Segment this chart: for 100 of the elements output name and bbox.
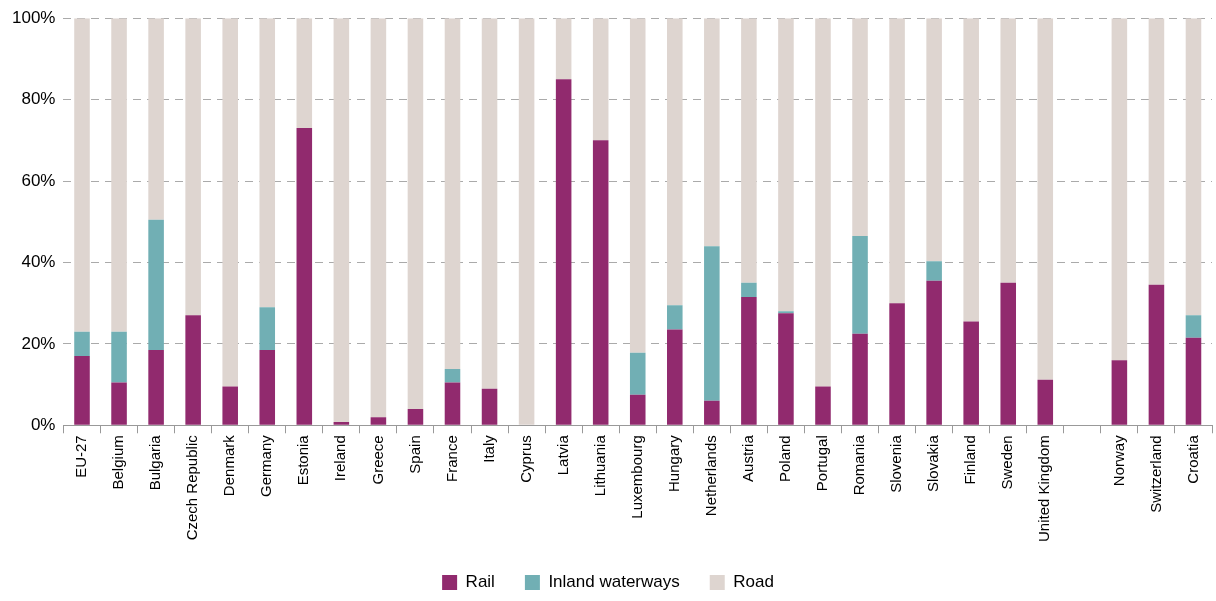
bar <box>592 18 609 141</box>
bar <box>1111 360 1128 425</box>
bar <box>852 333 868 425</box>
x-tick-label: Finland <box>961 435 979 485</box>
bar <box>1000 282 1017 425</box>
y-tick-label: 80% <box>21 89 56 109</box>
x-tick-label: United Kingdom <box>1035 435 1053 543</box>
bar <box>778 313 794 425</box>
bar <box>444 18 461 370</box>
x-tick-label: Greece <box>368 435 386 485</box>
bar <box>889 18 905 304</box>
x-tick-label: Bulgaria <box>146 434 164 491</box>
bar <box>926 280 942 425</box>
bar <box>629 352 646 395</box>
bar <box>667 18 683 306</box>
bar <box>741 297 757 425</box>
legend-label: Inland waterways <box>548 572 680 592</box>
x-tick-label: Austria <box>739 434 757 482</box>
bar <box>444 369 461 383</box>
bar <box>1148 284 1165 425</box>
bar <box>1111 18 1128 361</box>
x-tick-label: Belgium <box>109 435 127 490</box>
x-tick-label: France <box>442 435 460 482</box>
bar <box>259 18 276 308</box>
bar <box>74 18 90 332</box>
bar <box>1037 18 1054 380</box>
bar <box>74 356 90 425</box>
bar <box>926 261 942 281</box>
x-tick-label: EU-27 <box>72 435 90 478</box>
x-tick-label: Switzerland <box>1146 435 1164 513</box>
x-tick-label: Luxembourg <box>627 435 645 519</box>
bar <box>148 349 164 425</box>
x-tick-label: Poland <box>776 435 794 482</box>
bar <box>741 18 757 283</box>
bar <box>704 246 720 401</box>
bar <box>815 386 831 425</box>
bar <box>963 321 979 425</box>
bar <box>222 386 238 425</box>
bar <box>296 128 313 425</box>
bar <box>889 303 905 425</box>
bar <box>333 422 350 425</box>
bar <box>667 305 683 330</box>
bar <box>555 79 572 425</box>
bar <box>259 349 276 425</box>
bar <box>592 140 609 425</box>
y-tick-label: 0% <box>30 414 56 434</box>
legend-label: Rail <box>465 572 495 592</box>
y-tick-label: 100% <box>12 7 56 27</box>
bar <box>74 331 90 357</box>
x-tick-label: Latvia <box>553 434 571 476</box>
x-tick-label: Hungary <box>664 434 682 492</box>
x-tick-label: Spain <box>405 435 423 474</box>
bar <box>1185 337 1202 425</box>
bar <box>629 394 646 425</box>
bar <box>185 315 201 425</box>
bar <box>667 329 683 425</box>
bar <box>222 18 238 387</box>
bar <box>370 417 387 425</box>
bar <box>481 18 498 389</box>
bar <box>148 219 164 350</box>
bar <box>926 18 942 262</box>
bar <box>259 307 276 350</box>
x-tick-label: Germany <box>257 434 275 497</box>
bar <box>778 18 794 312</box>
bar <box>778 311 794 314</box>
x-tick-label: Estonia <box>294 434 312 486</box>
bar <box>963 18 979 322</box>
x-tick-label: Italy <box>479 434 497 463</box>
x-tick-label: Croatia <box>1183 434 1201 484</box>
x-tick-label: Czech Republic <box>183 434 201 541</box>
bar <box>852 18 868 236</box>
x-tick-label: Slovakia <box>924 434 942 492</box>
x-tick-label: Ireland <box>331 435 349 482</box>
bar <box>148 18 164 220</box>
x-tick-label: Cyprus <box>516 435 534 483</box>
bar <box>185 18 201 316</box>
x-tick-label: Portugal <box>813 435 831 492</box>
bar <box>407 408 424 425</box>
x-tick-label: Slovenia <box>887 434 905 493</box>
bar <box>370 18 387 418</box>
bar <box>629 18 646 353</box>
bar <box>444 382 461 425</box>
y-tick-label: 60% <box>21 170 56 190</box>
bar <box>555 18 572 80</box>
x-tick-label: Lithuania <box>590 434 608 497</box>
bar <box>1000 18 1017 283</box>
bar <box>1185 18 1202 316</box>
legend-label: Road <box>733 572 774 592</box>
bar <box>704 400 720 425</box>
bar <box>407 18 424 409</box>
x-tick-label: Denmark <box>220 434 238 497</box>
bar <box>333 18 350 423</box>
bar <box>111 331 127 383</box>
bar <box>1185 315 1202 338</box>
bar <box>815 18 831 387</box>
y-tick-label: 20% <box>21 333 56 353</box>
x-tick-label: Netherlands <box>701 435 719 517</box>
x-tick-label: Norway <box>1109 434 1127 487</box>
bar <box>1037 379 1054 425</box>
bar <box>296 18 313 129</box>
